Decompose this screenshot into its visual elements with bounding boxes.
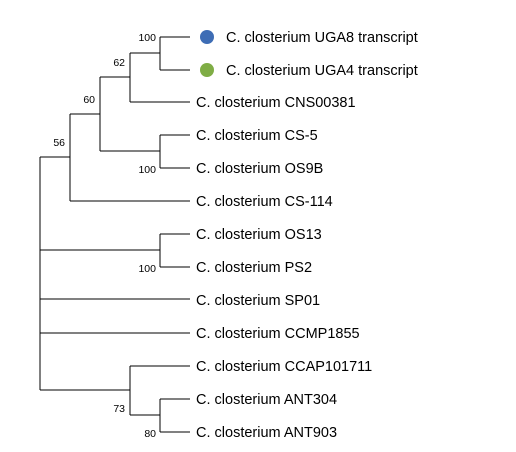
support-label: 80 (144, 428, 156, 440)
tree-branches (39, 36, 190, 433)
taxon-label-ant903: C. closterium ANT903 (196, 425, 337, 441)
taxon-label-ccmp1855: C. closterium CCMP1855 (196, 326, 360, 342)
taxon-label-uga8: C. closterium UGA8 transcript (226, 30, 418, 46)
taxon-label-cs5: C. closterium CS-5 (196, 128, 318, 144)
taxon-labels: C. closterium UGA8 transcript C. closter… (196, 30, 418, 441)
uga8-marker-icon (200, 30, 214, 44)
taxon-label-ccap101711: C. closterium CCAP101711 (196, 359, 372, 375)
support-label: 100 (138, 263, 156, 275)
taxon-label-ant304: C. closterium ANT304 (196, 392, 337, 408)
support-label: 100 (138, 32, 156, 44)
support-label: 100 (138, 164, 156, 176)
taxon-label-uga4: C. closterium UGA4 transcript (226, 63, 418, 79)
uga4-marker-icon (200, 63, 214, 77)
support-label: 62 (113, 57, 125, 69)
taxon-label-os9b: C. closterium OS9B (196, 161, 323, 177)
taxon-label-sp01: C. closterium SP01 (196, 293, 320, 309)
support-label: 73 (113, 403, 125, 415)
taxon-label-ps2: C. closterium PS2 (196, 260, 312, 276)
taxon-label-cns00381: C. closterium CNS00381 (196, 95, 356, 111)
taxon-label-os13: C. closterium OS13 (196, 227, 322, 243)
support-label: 60 (83, 94, 95, 106)
taxon-label-cs114: C. closterium CS-114 (196, 194, 333, 210)
support-values: 100 62 60 56 100 100 73 80 (53, 32, 156, 440)
support-label: 56 (53, 137, 65, 149)
